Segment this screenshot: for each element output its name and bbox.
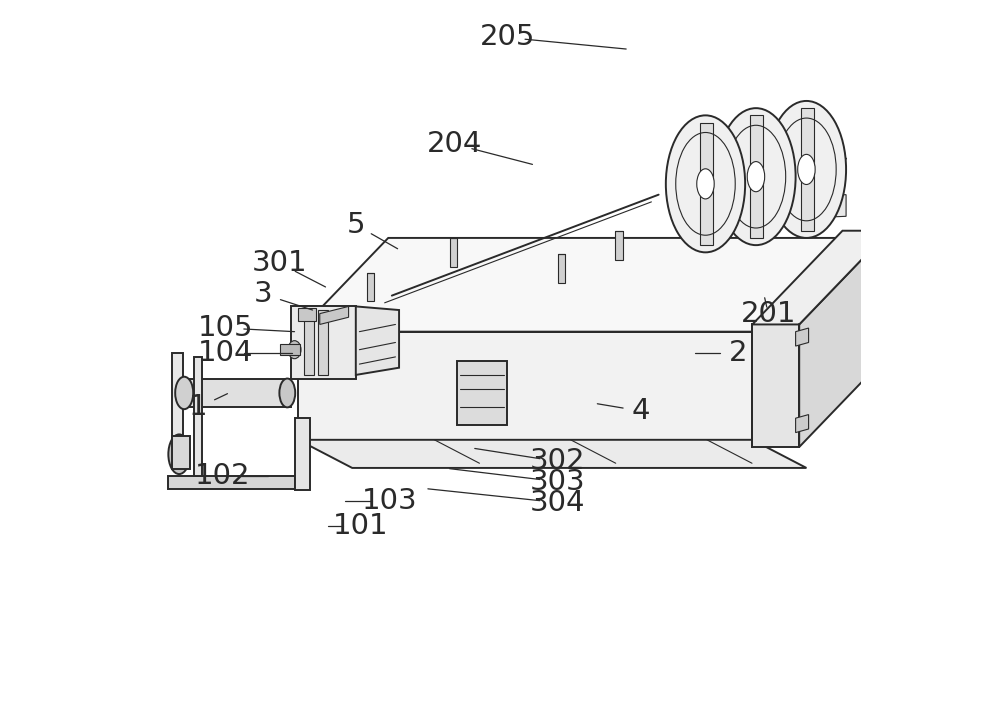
Polygon shape bbox=[796, 415, 809, 433]
Polygon shape bbox=[291, 306, 356, 379]
Ellipse shape bbox=[697, 169, 714, 199]
Polygon shape bbox=[750, 115, 763, 238]
Polygon shape bbox=[298, 332, 752, 440]
Text: 103: 103 bbox=[362, 487, 417, 515]
Polygon shape bbox=[298, 238, 842, 332]
Text: 3: 3 bbox=[254, 280, 273, 308]
Polygon shape bbox=[176, 379, 291, 407]
Text: 302: 302 bbox=[530, 448, 585, 475]
Polygon shape bbox=[700, 123, 713, 245]
Polygon shape bbox=[298, 346, 842, 440]
Ellipse shape bbox=[798, 154, 815, 185]
Ellipse shape bbox=[767, 101, 846, 238]
Text: 101: 101 bbox=[333, 513, 389, 540]
Polygon shape bbox=[450, 238, 457, 267]
Polygon shape bbox=[796, 328, 809, 346]
Polygon shape bbox=[280, 344, 300, 355]
Polygon shape bbox=[457, 360, 507, 425]
Polygon shape bbox=[615, 231, 623, 260]
Polygon shape bbox=[172, 353, 183, 469]
Ellipse shape bbox=[175, 376, 193, 410]
Text: 1: 1 bbox=[189, 394, 208, 421]
Ellipse shape bbox=[666, 115, 745, 252]
Polygon shape bbox=[801, 108, 814, 231]
Text: 105: 105 bbox=[198, 314, 254, 342]
Polygon shape bbox=[677, 195, 846, 224]
Polygon shape bbox=[752, 231, 889, 324]
Ellipse shape bbox=[168, 434, 190, 474]
Ellipse shape bbox=[716, 108, 796, 245]
Polygon shape bbox=[298, 440, 806, 468]
Ellipse shape bbox=[747, 162, 765, 192]
Polygon shape bbox=[752, 324, 799, 447]
Text: 204: 204 bbox=[427, 131, 482, 158]
Text: 104: 104 bbox=[198, 340, 254, 367]
Ellipse shape bbox=[279, 379, 295, 407]
Polygon shape bbox=[298, 308, 316, 321]
Polygon shape bbox=[304, 310, 314, 375]
Polygon shape bbox=[367, 273, 374, 301]
Text: 304: 304 bbox=[530, 489, 585, 516]
Polygon shape bbox=[799, 231, 889, 447]
Polygon shape bbox=[558, 254, 565, 283]
Polygon shape bbox=[320, 306, 349, 324]
Text: 4: 4 bbox=[631, 397, 650, 425]
Polygon shape bbox=[194, 357, 202, 476]
Text: 2: 2 bbox=[729, 340, 747, 367]
Text: 303: 303 bbox=[530, 468, 585, 495]
Text: 5: 5 bbox=[347, 211, 365, 239]
Polygon shape bbox=[168, 476, 295, 489]
Polygon shape bbox=[356, 306, 399, 375]
Polygon shape bbox=[295, 418, 310, 490]
Ellipse shape bbox=[288, 341, 301, 358]
Text: 301: 301 bbox=[252, 249, 307, 277]
Text: 205: 205 bbox=[480, 24, 535, 51]
Text: 102: 102 bbox=[195, 462, 250, 490]
Polygon shape bbox=[172, 436, 190, 469]
Polygon shape bbox=[318, 310, 328, 375]
Text: 201: 201 bbox=[740, 300, 796, 327]
Polygon shape bbox=[752, 238, 842, 440]
